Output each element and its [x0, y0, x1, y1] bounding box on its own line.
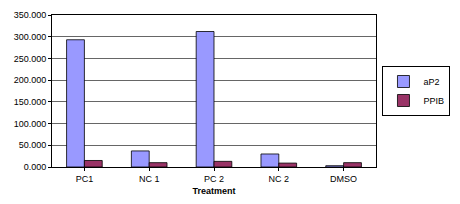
- svg-text:300.000: 300.000: [14, 32, 47, 42]
- svg-text:Treatment: Treatment: [192, 186, 235, 196]
- svg-text:aP2: aP2: [423, 77, 439, 87]
- svg-text:100.000: 100.000: [14, 119, 47, 129]
- svg-text:200.000: 200.000: [14, 75, 47, 85]
- svg-text:250.000: 250.000: [14, 54, 47, 64]
- svg-text:NC 1: NC 1: [139, 174, 160, 184]
- svg-text:150.000: 150.000: [14, 97, 47, 107]
- svg-text:PC 2: PC 2: [204, 174, 224, 184]
- svg-text:350.000: 350.000: [14, 10, 47, 20]
- svg-text:0.000: 0.000: [24, 162, 47, 172]
- svg-text:50.000: 50.000: [19, 140, 47, 150]
- svg-text:NC 2: NC 2: [269, 174, 290, 184]
- svg-text:DMSO: DMSO: [330, 174, 357, 184]
- svg-text:PC1: PC1: [76, 174, 94, 184]
- svg-text:PPIB: PPIB: [423, 96, 444, 106]
